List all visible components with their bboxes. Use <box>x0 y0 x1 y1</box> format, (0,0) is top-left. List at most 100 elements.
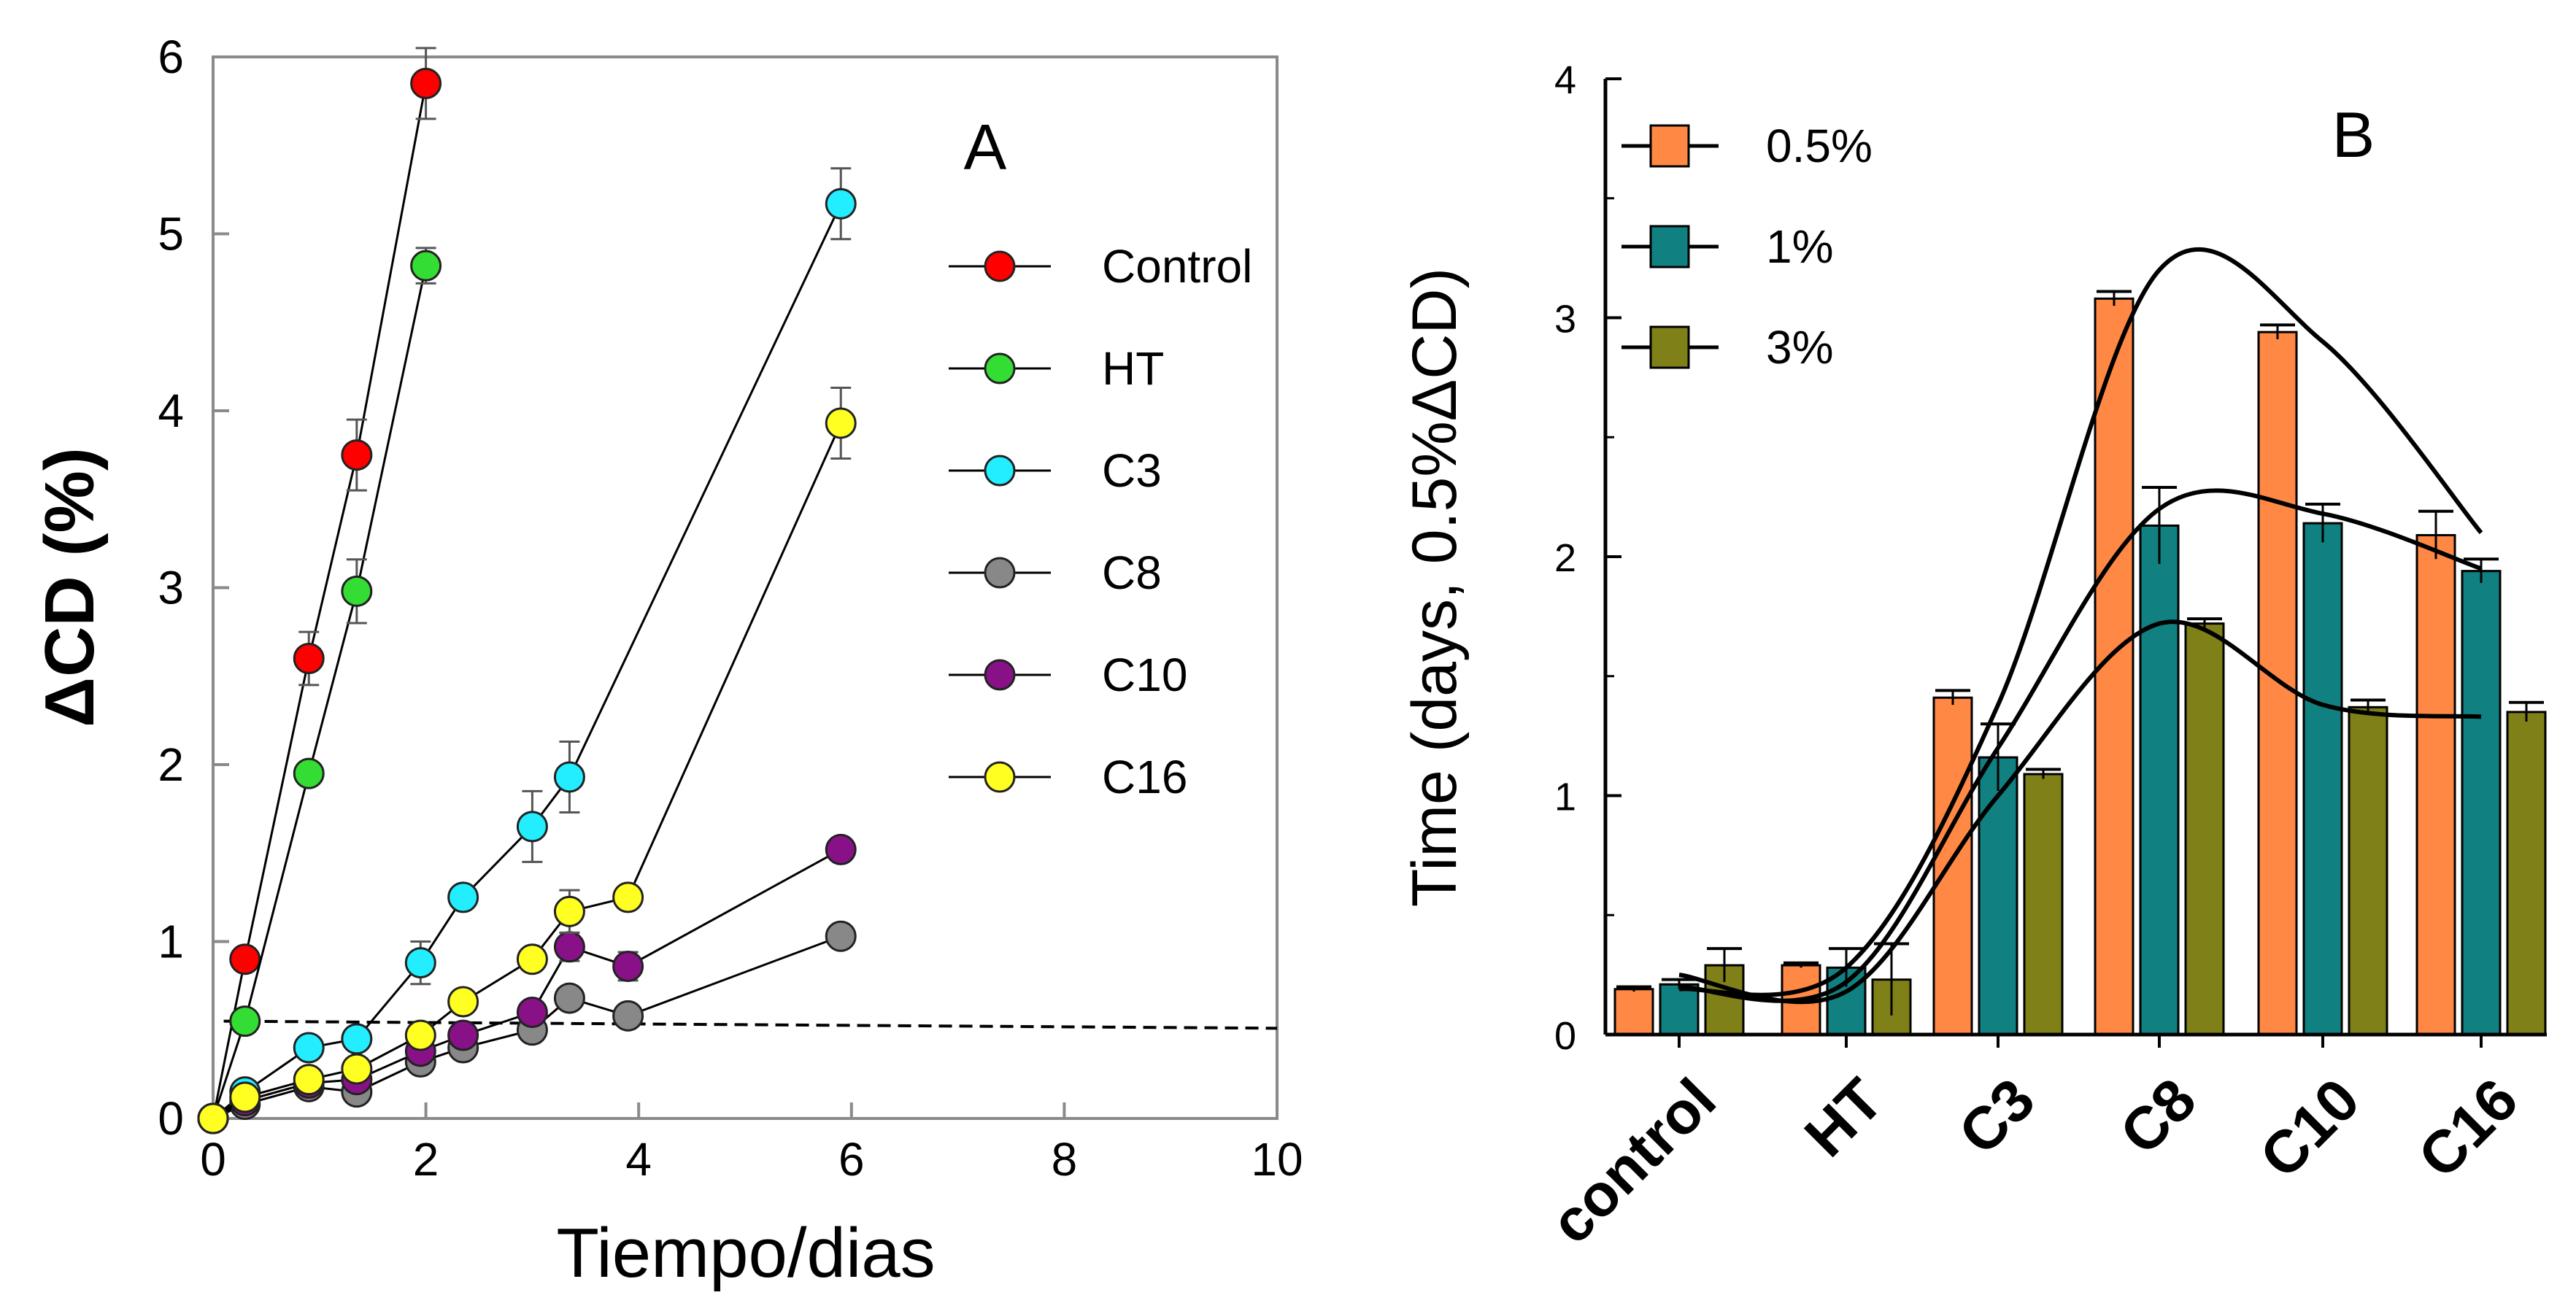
series-line <box>212 849 841 1120</box>
data-point <box>410 250 442 282</box>
x-tick-label-a: 6 <box>838 1133 865 1186</box>
series-line <box>212 422 842 1120</box>
y-tick-label-b: 0 <box>1554 1014 1576 1058</box>
series-c16 <box>197 386 857 1135</box>
y-tick-label-a: 1 <box>158 916 184 968</box>
threshold-line-a <box>223 1019 1278 1030</box>
x-tick-label-a: 8 <box>1052 1133 1078 1186</box>
x-tick-label-a: 10 <box>1251 1133 1303 1186</box>
series-control <box>197 47 442 1135</box>
data-point <box>825 920 857 952</box>
y-tick-label-a: 0 <box>158 1092 184 1145</box>
trend-curve-3% <box>1678 619 2482 1005</box>
bar-1% <box>2302 522 2343 1036</box>
legend-label: 3% <box>1766 321 1834 374</box>
x-tick-label-a: 2 <box>413 1133 439 1186</box>
legend-label: C10 <box>1102 649 1187 701</box>
legend-label: C3 <box>1102 444 1162 497</box>
panel-label-a: A <box>964 111 1007 183</box>
data-point <box>341 575 373 607</box>
category-label: HT <box>1792 1066 1896 1170</box>
y-tick-label-b: 1 <box>1554 776 1576 819</box>
data-point <box>293 1064 325 1096</box>
bar-0.5% <box>1932 696 1973 1036</box>
y-tick-label-a: 5 <box>158 208 184 260</box>
data-point <box>410 67 442 99</box>
data-point <box>404 1019 436 1051</box>
x-tick-label-a: 4 <box>625 1133 652 1186</box>
data-point <box>825 833 857 865</box>
bar-3% <box>2506 711 2547 1036</box>
data-point <box>229 943 261 975</box>
legend-label: C8 <box>1102 546 1162 599</box>
data-point <box>341 439 373 471</box>
x-axis-label-a: Tiempo/dias <box>556 1214 935 1292</box>
data-point <box>516 943 548 975</box>
legend-marker <box>984 455 1016 487</box>
data-point <box>229 1081 261 1113</box>
trend-curves-b <box>1678 247 2483 1005</box>
category-label: C8 <box>2108 1066 2208 1167</box>
bar-3% <box>2184 622 2225 1036</box>
x-tick-label-a: 0 <box>200 1133 226 1186</box>
legend-marker <box>984 250 1016 282</box>
data-point <box>404 947 436 979</box>
data-point <box>341 1023 373 1055</box>
bars-b <box>1613 290 2547 1036</box>
data-point <box>447 881 479 913</box>
category-label: C16 <box>2406 1066 2531 1191</box>
panel-label-b: B <box>2332 98 2375 171</box>
data-point <box>553 761 585 793</box>
legend-swatch <box>1649 124 1690 168</box>
legend-swatch <box>1649 325 1690 369</box>
panel-a: 0 2 4 6 8 10 0 1 2 3 4 5 6 A Control HT C3 C8 C10 C16 Tie… <box>31 31 1303 1292</box>
bar-0.5% <box>1613 988 1654 1036</box>
bar-3% <box>2023 773 2064 1036</box>
legend-b: 0.5% 1% 3% <box>1621 120 1873 374</box>
bar-3% <box>2348 706 2388 1036</box>
bar-0.5% <box>2415 534 2456 1036</box>
y-tick-label-a: 6 <box>158 31 184 83</box>
legend-label: 0.5% <box>1766 120 1873 172</box>
y-tick-label-b: 2 <box>1554 536 1576 580</box>
data-point <box>229 1005 261 1037</box>
legend-marker <box>984 659 1016 691</box>
data-point <box>447 1019 479 1051</box>
data-point <box>825 407 857 439</box>
data-point <box>293 757 325 789</box>
bar-1% <box>2461 570 2502 1036</box>
data-point <box>293 1032 325 1064</box>
legend-swatch <box>1649 225 1690 268</box>
data-point <box>553 982 585 1014</box>
axes-a: 0 2 4 6 8 10 0 1 2 3 4 5 6 <box>158 31 1303 1186</box>
legend-label: C16 <box>1102 751 1187 803</box>
data-point <box>553 895 585 927</box>
data-point <box>612 950 644 982</box>
category-label: C10 <box>2248 1066 2372 1191</box>
y-tick-label-a: 4 <box>158 384 184 437</box>
data-point <box>341 1053 373 1085</box>
y-tick-label-a: 3 <box>158 562 184 614</box>
series-line <box>212 935 841 1120</box>
data-point <box>516 811 548 843</box>
data-point <box>293 643 325 674</box>
legend-label: 1% <box>1766 220 1834 273</box>
data-point <box>516 997 548 1028</box>
data-point <box>825 188 857 220</box>
legend-marker <box>984 352 1016 384</box>
panel-b: 0 1 2 3 4 control HT C3 C8 C10 C16 B 0.5% 1% 3% Time… <box>1400 58 2547 1256</box>
legend-label: HT <box>1102 342 1164 395</box>
y-axis-label-b: Time (days, 0.5%ΔCD) <box>1400 268 1470 907</box>
category-label: control <box>1538 1066 1729 1256</box>
series-ht <box>197 247 442 1135</box>
legend-marker <box>984 557 1016 589</box>
trend-curve-0.5% <box>1678 247 2483 997</box>
legend-marker <box>984 761 1016 793</box>
bar-0.5% <box>2257 331 2298 1036</box>
y-axis-label-a: ΔCD (%) <box>31 447 109 727</box>
data-point <box>612 1000 644 1032</box>
category-label: C3 <box>1946 1066 2047 1167</box>
data-point <box>553 931 585 963</box>
y-tick-label-b: 3 <box>1554 298 1576 341</box>
